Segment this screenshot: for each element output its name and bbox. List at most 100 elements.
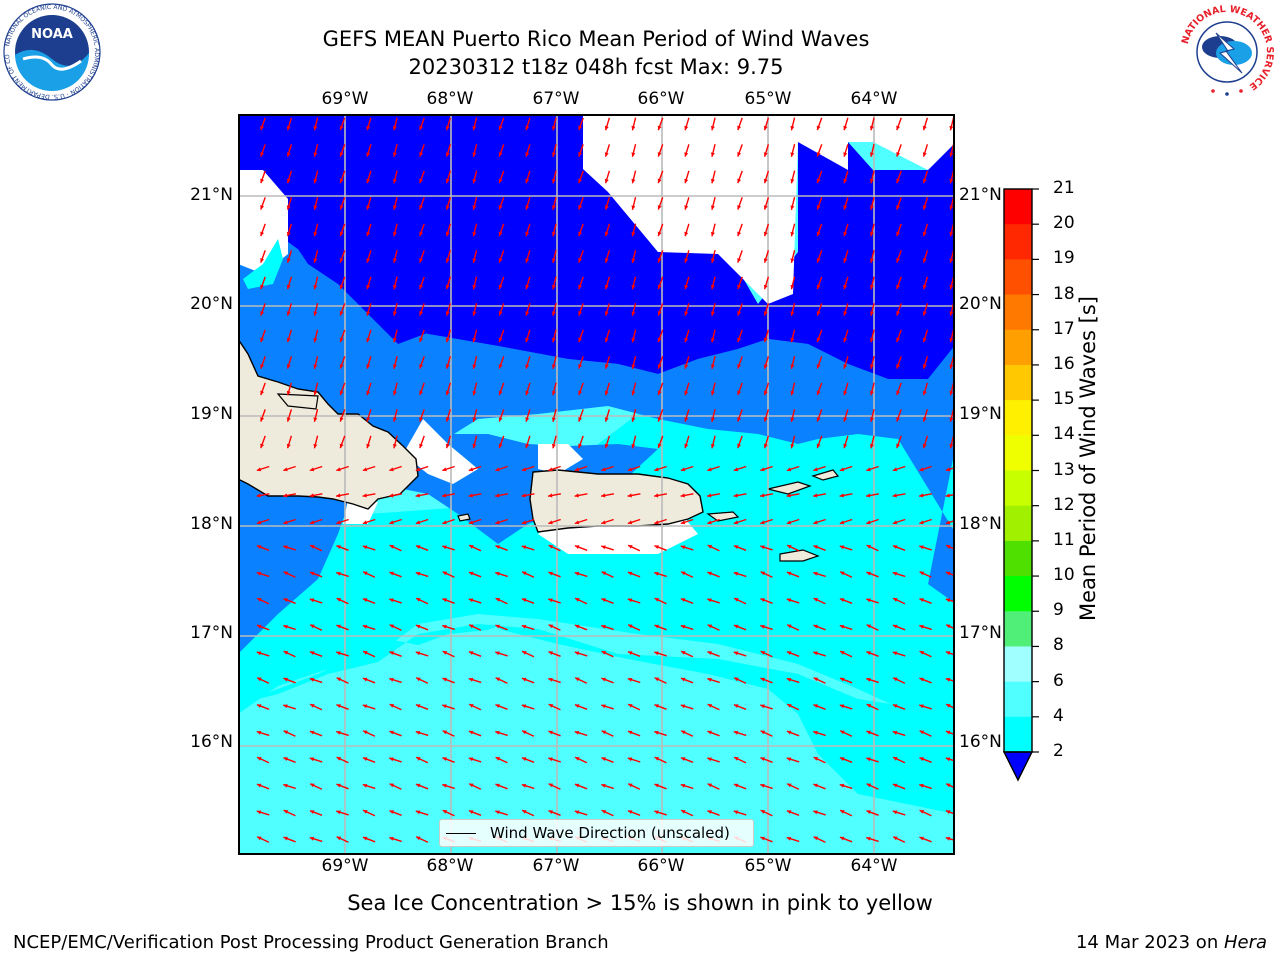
wave-arrow-head [763,284,768,290]
wave-arrow-head [786,493,791,498]
wave-arrow-head [866,571,871,576]
wave-arrow-head [631,231,636,237]
wave-arrow-head [631,284,636,290]
wave-arrow-head [949,178,954,184]
wave-arrow-head [949,417,954,422]
wave-arrow-head [339,337,344,343]
wave-arrow-head [574,520,580,525]
wave-arrow-head [945,757,951,762]
wave-arrow-head [763,152,768,157]
colorbar-tick-10: 11 [1053,529,1075,550]
wave-arrow-head [574,783,580,788]
wave-arrow-head [843,417,848,422]
wave-arrow-head [710,443,715,449]
wave-arrow-head [442,730,448,735]
wave-arrow-head [866,836,871,841]
wave-arrow-head [707,571,712,576]
wave-arrow-head [737,337,742,343]
wave-arrow-head [445,390,450,396]
wave-arrow-head [790,284,795,290]
wave-arrow-head [415,467,421,472]
wave-arrow-head [415,651,421,656]
wave-arrow-head [786,467,792,472]
wave-arrow-head [737,311,742,316]
wave-arrow-head [945,730,951,735]
wave-arrow-head [366,125,371,131]
wave-arrow-head [601,571,607,576]
wave-arrow-head [309,651,315,656]
wave-arrow-head [813,571,818,576]
land-puerto-rico [529,469,704,533]
wave-arrow-head [869,231,874,237]
wave-arrow-head [495,571,500,576]
wave-arrow-head [498,443,503,449]
wave-arrow-head [869,152,874,157]
wave-arrow-head [309,730,315,735]
wave-arrow-head [790,231,795,237]
wave-arrow-head [574,493,579,498]
wave-arrow-head [551,125,556,131]
wave-arrow-head [472,417,477,422]
wave-arrow-head [286,390,291,396]
wave-arrow-head [601,677,606,682]
colorbar-segment-4 [1004,329,1032,366]
wave-arrow-head [366,311,371,316]
wave-arrow-head [684,231,689,237]
wave-arrow-head [472,443,477,449]
wave-arrow-head [445,311,450,316]
wave-arrow-head [869,284,874,290]
wave-arrow-head [336,467,341,472]
wave-arrow-head [362,624,368,629]
wave-arrow-head [654,571,659,576]
wave-arrow-head [839,704,845,709]
lat-tick-left-0: 21°N [190,185,233,205]
wave-arrow-head [498,231,503,237]
wave-arrow-head [498,284,503,290]
wave-arrow-head [654,730,659,735]
wave-arrow-head [313,284,318,290]
wave-arrow-head [869,178,874,184]
wave-arrow-head [548,730,553,735]
wave-arrow-head [283,757,288,762]
wave-arrow-head [310,783,315,788]
wave-arrow-head [760,467,765,472]
wave-arrow-head [548,624,554,629]
wave-arrow-head [286,311,291,316]
wave-arrow-head [840,571,845,576]
wave-arrow-head [763,178,768,184]
wave-arrow-head [445,284,450,290]
wave-arrow-head [922,417,927,422]
wave-arrow-head [919,677,924,682]
wave-arrow-head [445,152,450,157]
wave-arrow-head [548,571,553,576]
wave-arrow-head [468,467,474,472]
wave-arrow-head [309,677,315,682]
wave-arrow-head [896,205,901,210]
wave-arrow-head [684,443,689,449]
wave-arrow-head [601,493,606,498]
wave-arrow-head [946,545,951,549]
wave-arrow-head [286,231,291,237]
wave-arrow-head [309,598,315,603]
wave-arrow-head [601,520,606,525]
wave-arrow-head [707,677,712,682]
wave-arrow-head [336,651,341,656]
wave-arrow-head [574,467,580,472]
wave-arrow-head [733,493,738,498]
lon-tick-bot-0: 69°W [321,856,369,876]
wave-arrow-head [654,598,660,602]
wave-arrow-head [896,231,901,237]
colorbar-segment-14 [1004,681,1032,718]
wave-arrow-head [495,545,500,550]
wave-arrow-head [551,205,556,210]
colorbar-segment-5 [1004,364,1032,401]
wave-arrow-head [309,467,315,472]
wave-arrow-head [336,810,341,815]
wave-arrow-head [419,390,424,396]
wave-arrow-head [866,545,872,549]
wave-arrow-head [786,810,792,815]
wave-arrow-head [468,730,474,735]
wave-arrow-head [680,783,686,788]
wave-arrow-head [760,493,765,498]
colorbar-tick-3: 18 [1053,283,1075,304]
